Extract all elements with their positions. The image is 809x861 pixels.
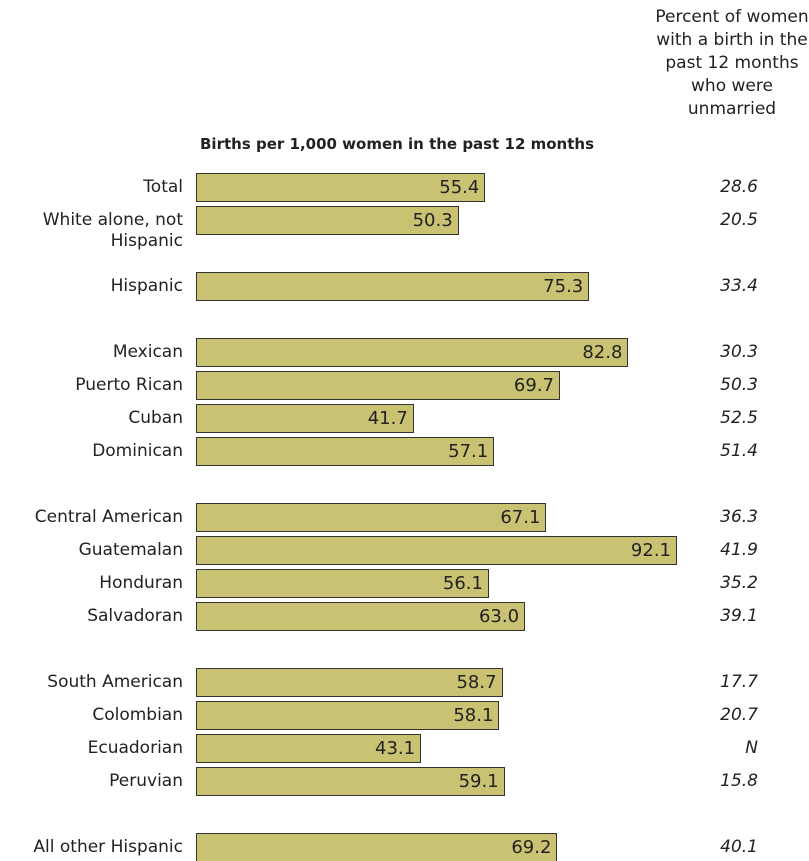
category-label: Peruvian [109, 771, 183, 791]
bar-value-label: 69.2 [511, 837, 552, 858]
bar [196, 602, 526, 631]
bar [196, 371, 560, 400]
category-label: Salvadoran [87, 606, 183, 626]
percent-value: 41.9 [720, 540, 758, 560]
percent-value: 20.5 [720, 210, 758, 230]
bar-value-label: 75.3 [543, 276, 584, 297]
percent-value: 15.8 [720, 771, 758, 791]
bar-value-label: 58.1 [453, 705, 494, 726]
bar [196, 173, 486, 202]
bar-value-label: 58.7 [456, 672, 497, 693]
percent-value: 20.7 [720, 705, 758, 725]
bar-value-label: 63.0 [478, 606, 520, 627]
percent-column-header: Percent of women with a birth in the pas… [655, 7, 809, 119]
bar-value-label: 56.1 [442, 573, 483, 594]
bar [196, 833, 558, 861]
percent-value: 17.7 [720, 672, 758, 692]
bar [196, 734, 422, 763]
percent-value: 40.1 [720, 837, 758, 857]
category-label: Honduran [99, 573, 183, 593]
bar [196, 404, 414, 433]
category-label: Central American [34, 507, 183, 527]
category-label: Guatemalan [78, 540, 183, 560]
bar-value-label: 43.1 [375, 738, 416, 759]
bar-value-label: 41.7 [367, 408, 408, 429]
category-label: Hispanic [110, 276, 183, 296]
percent-value: 28.6 [720, 177, 758, 197]
category-label: Cuban [128, 408, 183, 428]
percent-value: 35.2 [720, 573, 758, 593]
category-label: White alone, not Hispanic [42, 210, 183, 251]
bar [196, 272, 590, 301]
percent-value: 39.1 [720, 606, 758, 626]
category-label: Ecuadorian [87, 738, 183, 758]
bar-value-label: 69.7 [513, 375, 554, 396]
bar [196, 536, 677, 565]
percent-value: 51.4 [720, 441, 758, 461]
percent-value: 52.5 [720, 408, 758, 428]
bar [196, 437, 495, 466]
category-label: Total [143, 177, 183, 197]
category-label: Puerto Rican [75, 375, 183, 395]
bar-value-label: 92.1 [630, 540, 671, 561]
bar [196, 767, 505, 796]
bar [196, 206, 459, 235]
bar-value-label: 59.1 [458, 771, 499, 792]
percent-value: 30.3 [720, 342, 758, 362]
percent-value: 36.3 [720, 507, 758, 527]
bar-column-header: Births per 1,000 women in the past 12 mo… [200, 135, 594, 153]
bar-value-label: 82.8 [582, 342, 623, 363]
bar [196, 668, 503, 697]
bar [196, 338, 629, 367]
category-label: South American [47, 672, 183, 692]
category-label: Mexican [112, 342, 183, 362]
bar-value-label: 57.1 [448, 441, 489, 462]
category-label: Colombian [92, 705, 183, 725]
category-label: Dominican [92, 441, 183, 461]
percent-value: N [745, 738, 758, 758]
bar [196, 701, 500, 730]
bar-value-label: 50.3 [412, 210, 453, 231]
bar [196, 503, 547, 532]
category-label: All other Hispanic [33, 837, 183, 857]
percent-value: 50.3 [720, 375, 758, 395]
bar-value-label: 55.4 [439, 177, 480, 198]
percent-value: 33.4 [720, 276, 758, 296]
bar [196, 569, 489, 598]
bar-value-label: 67.1 [500, 507, 541, 528]
